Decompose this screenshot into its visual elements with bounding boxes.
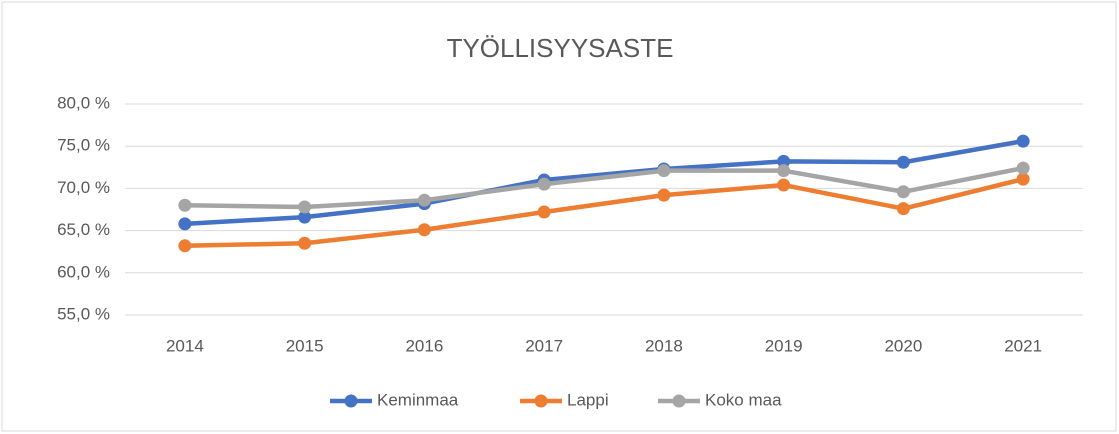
data-point <box>777 178 791 192</box>
x-tick-label: 2016 <box>405 336 443 355</box>
data-point <box>896 155 910 169</box>
x-tick-label: 2021 <box>1004 336 1042 355</box>
x-tick-label: 2014 <box>166 336 204 355</box>
data-point <box>178 198 192 212</box>
legend-marker <box>534 394 548 408</box>
y-tick-label: 75,0 % <box>57 136 110 155</box>
y-tick-label: 80,0 % <box>57 93 110 112</box>
data-point <box>417 223 431 237</box>
data-point <box>537 177 551 191</box>
x-tick-label: 2018 <box>645 336 683 355</box>
x-tick-label: 2020 <box>884 336 922 355</box>
legend-label: Keminmaa <box>377 390 459 409</box>
y-tick-label: 60,0 % <box>57 262 110 281</box>
data-point <box>1016 172 1030 186</box>
data-point <box>1016 134 1030 148</box>
data-point <box>298 200 312 214</box>
x-tick-label: 2019 <box>765 336 803 355</box>
series-line <box>184 165 1024 210</box>
legend-label: Koko maa <box>705 390 782 409</box>
data-point <box>777 164 791 178</box>
series-line <box>184 138 1024 227</box>
data-point <box>657 188 671 202</box>
x-tick-label: 2017 <box>525 336 563 355</box>
data-point <box>896 185 910 199</box>
data-point <box>657 164 671 178</box>
chart-title: TYÖLLISYYSASTE <box>447 33 674 63</box>
data-point <box>777 154 791 168</box>
data-point <box>1016 161 1030 175</box>
data-point <box>417 193 431 207</box>
data-point <box>178 239 192 253</box>
legend-marker <box>672 394 686 408</box>
data-point <box>896 202 910 216</box>
x-tick-label: 2015 <box>286 336 324 355</box>
legend-marker <box>344 394 358 408</box>
data-point <box>537 205 551 219</box>
y-tick-label: 55,0 % <box>57 304 110 323</box>
data-point <box>178 217 192 231</box>
y-tick-label: 70,0 % <box>57 178 110 197</box>
data-point <box>298 236 312 250</box>
data-point <box>298 210 312 224</box>
legend-label: Lappi <box>567 390 609 409</box>
y-tick-label: 65,0 % <box>57 220 110 239</box>
series-line <box>184 176 1024 249</box>
